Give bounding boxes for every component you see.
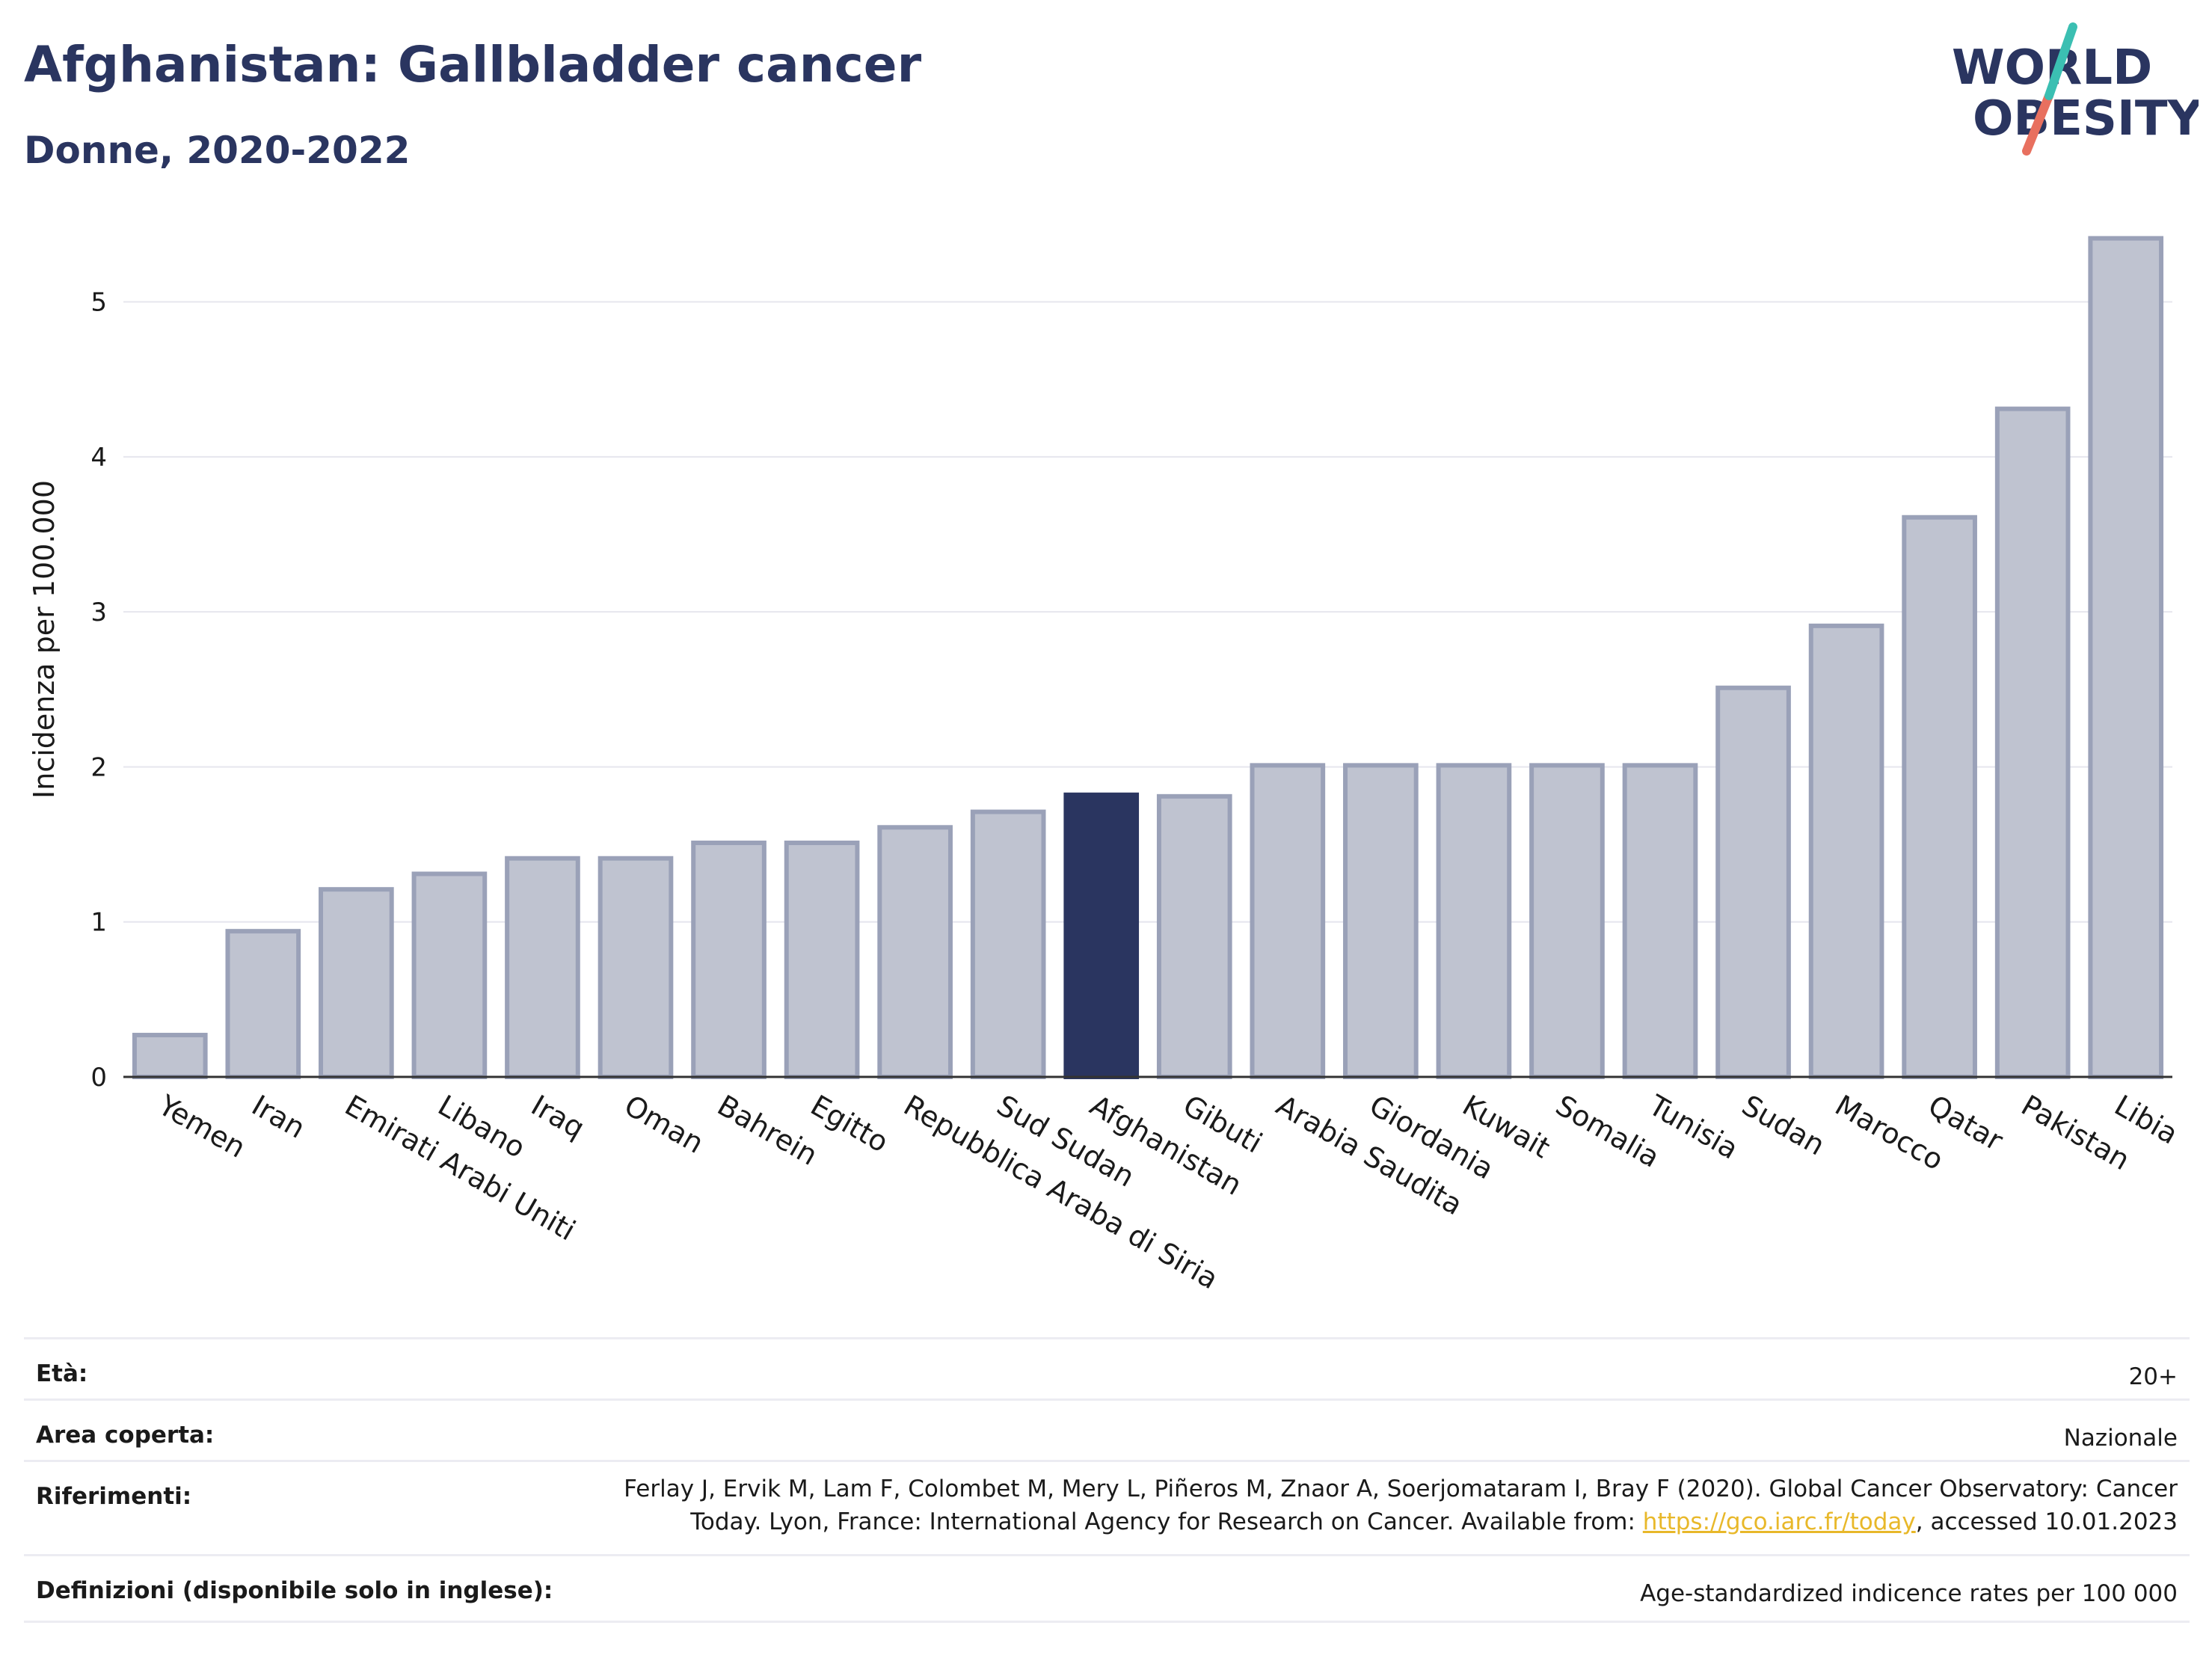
bar [597, 856, 674, 1080]
age-value: 20+ [2128, 1363, 2178, 1390]
references-accessed: , accessed 10.01.2023 [1915, 1508, 2178, 1535]
meta-row-definitions: Definizioni (disponibile solo in inglese… [24, 1554, 2190, 1621]
logo-line2: OBESITY [1973, 91, 2199, 147]
bar [1436, 763, 1512, 1080]
bar [132, 1033, 208, 1080]
x-tick-label: Somalia [1550, 1089, 1665, 1174]
y-tick-label: 5 [90, 288, 107, 318]
x-tick-label: Iran [246, 1089, 310, 1145]
meta-row-age: Età: 20+ [24, 1337, 2190, 1401]
bar [784, 841, 860, 1079]
bar [225, 929, 301, 1080]
bar [1622, 763, 1698, 1080]
bar [1156, 793, 1232, 1079]
area-value: Nazionale [2063, 1425, 2178, 1452]
bar [1715, 685, 1791, 1079]
x-tick-label: Oman [619, 1089, 710, 1160]
world-obesity-logo: WORLD OBESITY [1952, 22, 2199, 156]
chart-subtitle: Donne, 2020-2022 [24, 129, 411, 172]
x-tick-label: Yemen [153, 1088, 251, 1164]
bar [1063, 792, 1140, 1080]
bar [411, 871, 488, 1080]
y-tick-label: 2 [90, 752, 107, 782]
bar [1529, 763, 1605, 1080]
meta-bottom-divider [24, 1621, 2190, 1623]
definitions-value: Age-standardized indicence rates per 100… [1640, 1580, 2178, 1607]
y-tick-label: 4 [90, 443, 107, 473]
bar [1343, 763, 1419, 1080]
references-value: Ferlay J, Ervik M, Lam F, Colombet M, Me… [570, 1473, 2178, 1538]
meta-row-references: Riferimenti: Ferlay J, Ervik M, Lam F, C… [24, 1460, 2190, 1556]
references-label: Riferimenti: [36, 1483, 192, 1510]
x-tick-label: Sudan [1736, 1089, 1831, 1162]
references-text: Ferlay J, Ervik M, Lam F, Colombet M, Me… [624, 1476, 2178, 1535]
bar [1902, 515, 1977, 1079]
meta-row-area: Area coperta: Nazionale [24, 1398, 2190, 1462]
bar [319, 887, 394, 1079]
x-tick-label: Bahrein [712, 1089, 823, 1172]
bar [505, 856, 580, 1080]
y-tick-label: 1 [90, 908, 107, 938]
y-tick-label: 3 [90, 598, 107, 627]
y-axis-label: Incidenza per 100.000 [28, 480, 61, 799]
definitions-label: Definizioni (disponibile solo in inglese… [36, 1577, 553, 1604]
bar [2088, 236, 2164, 1079]
area-label: Area coperta: [36, 1422, 215, 1449]
y-tick-label: 0 [90, 1063, 107, 1093]
bar [970, 809, 1046, 1079]
references-link[interactable]: https://gco.iarc.fr/today [1642, 1508, 1916, 1535]
x-tick-label: Iraq [526, 1089, 590, 1145]
age-label: Età: [36, 1360, 88, 1387]
bar [877, 825, 953, 1079]
bar [1250, 763, 1326, 1080]
chart-title: Afghanistan: Gallbladder cancer [24, 36, 922, 93]
bar [691, 841, 766, 1079]
bar [1994, 406, 2071, 1079]
bar [1808, 623, 1884, 1079]
